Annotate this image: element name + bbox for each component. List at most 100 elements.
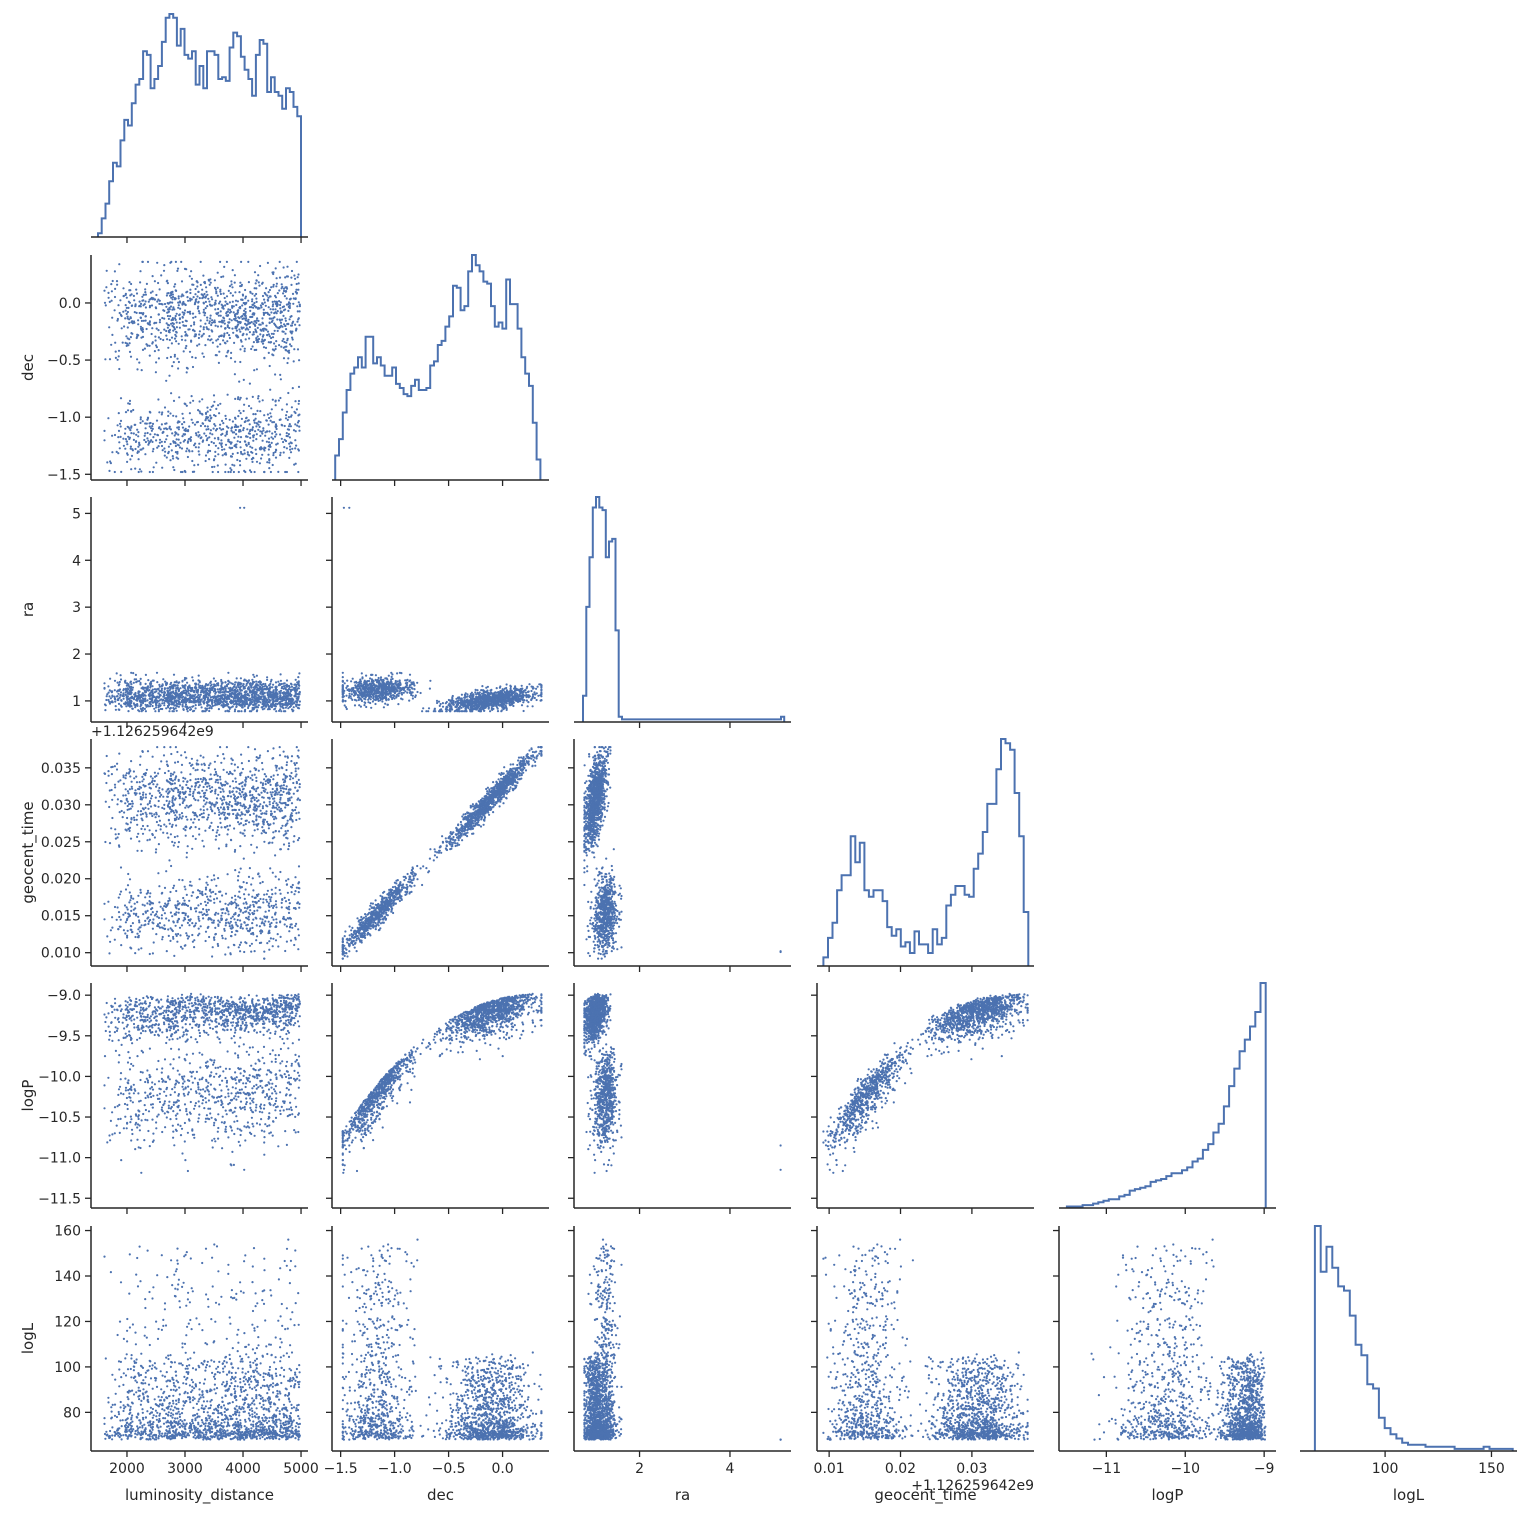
- scatter-point: [129, 429, 132, 432]
- scatter-point: [297, 317, 300, 320]
- scatter-point: [245, 690, 248, 693]
- scatter-point: [201, 440, 204, 443]
- scatter-point: [274, 456, 278, 459]
- scatter-point: [155, 461, 158, 464]
- scatter-point: [198, 312, 201, 315]
- scatter-point: [295, 408, 298, 411]
- scatter-point: [173, 681, 176, 684]
- scatter-point: [295, 692, 298, 695]
- scatter-point: [176, 267, 180, 270]
- scatter-point: [245, 457, 248, 460]
- scatter-point: [151, 327, 154, 330]
- scatter-point: [157, 349, 160, 352]
- scatter-point: [285, 696, 288, 699]
- scatter-point: [107, 291, 110, 294]
- scatter-point: [272, 683, 275, 686]
- scatter-point: [241, 314, 244, 318]
- scatter-point: [272, 689, 275, 692]
- scatter-point: [249, 309, 252, 312]
- scatter-point: [236, 309, 239, 312]
- scatter-point: [217, 684, 220, 687]
- scatter-point: [117, 436, 120, 439]
- scatter-point: [182, 417, 185, 420]
- scatter-point: [287, 702, 291, 706]
- scatter-point: [120, 470, 123, 473]
- scatter-point: [176, 357, 179, 360]
- scatter-point: [206, 687, 209, 690]
- scatter-point: [289, 315, 292, 318]
- scatter-point: [180, 260, 183, 263]
- scatter-point: [285, 287, 289, 290]
- scatter-point: [163, 691, 167, 694]
- scatter-point: [169, 459, 172, 462]
- scatter-point: [178, 420, 181, 423]
- scatter-point: [126, 342, 129, 345]
- scatter-point: [284, 710, 287, 713]
- scatter-point: [231, 294, 234, 297]
- scatter-point: [122, 437, 125, 440]
- scatter-point: [252, 691, 255, 695]
- scatter-point: [254, 430, 257, 433]
- scatter-point: [505, 708, 508, 712]
- scatter-point: [285, 328, 288, 331]
- scatter-point: [284, 324, 287, 327]
- scatter-point: [271, 353, 274, 356]
- scatter-point: [170, 449, 173, 452]
- scatter-point: [229, 470, 232, 474]
- scatter-point: [265, 328, 268, 331]
- scatter-point: [155, 439, 158, 442]
- scatter-point: [220, 275, 223, 279]
- scatter-point: [227, 289, 230, 292]
- scatter-point: [261, 706, 264, 709]
- scatter-point: [193, 464, 196, 467]
- scatter-point: [239, 330, 242, 333]
- scatter-point: [279, 396, 282, 400]
- scatter-point: [221, 694, 224, 697]
- scatter-point: [199, 260, 202, 263]
- scatter-point: [266, 294, 269, 297]
- scatter-point: [350, 680, 353, 683]
- scatter-point: [228, 326, 231, 330]
- scatter-point: [381, 700, 384, 703]
- scatter-point: [144, 673, 147, 677]
- scatter-point: [259, 323, 262, 326]
- scatter-point: [146, 344, 149, 347]
- scatter-point: [251, 683, 254, 686]
- scatter-point: [228, 688, 232, 692]
- scatter-point: [119, 425, 122, 428]
- scatter-point: [280, 318, 284, 321]
- scatter-point: [125, 702, 128, 705]
- scatter-point: [524, 691, 528, 694]
- scatter-point: [166, 308, 170, 311]
- scatter-point: [274, 345, 277, 348]
- scatter-point: [232, 331, 235, 334]
- scatter-point: [170, 292, 173, 295]
- scatter-point: [259, 304, 262, 307]
- scatter-point: [238, 459, 241, 463]
- scatter-point: [161, 466, 164, 469]
- scatter-point: [266, 708, 270, 711]
- y-tick-label: 1: [72, 694, 81, 710]
- scatter-point: [189, 436, 193, 439]
- scatter-point: [189, 690, 193, 693]
- scatter-point: [172, 466, 175, 469]
- scatter-point: [251, 706, 254, 709]
- scatter-point: [130, 304, 133, 307]
- scatter-point: [225, 430, 229, 433]
- scatter-point: [262, 682, 265, 686]
- scatter-point: [158, 441, 161, 444]
- scatter-point: [244, 708, 247, 712]
- scatter-point: [410, 693, 413, 697]
- scatter-point: [510, 694, 513, 697]
- scatter-point: [202, 701, 205, 704]
- scatter-point: [189, 288, 192, 291]
- scatter-point: [289, 698, 292, 701]
- scatter-point: [137, 323, 140, 326]
- scatter-point: [260, 457, 263, 460]
- scatter-point: [163, 701, 166, 705]
- scatter-point: [281, 408, 284, 411]
- y-tick-label: 3: [72, 600, 81, 616]
- scatter-point: [188, 425, 191, 428]
- scatter-point: [282, 266, 285, 269]
- scatter-point: [169, 315, 172, 318]
